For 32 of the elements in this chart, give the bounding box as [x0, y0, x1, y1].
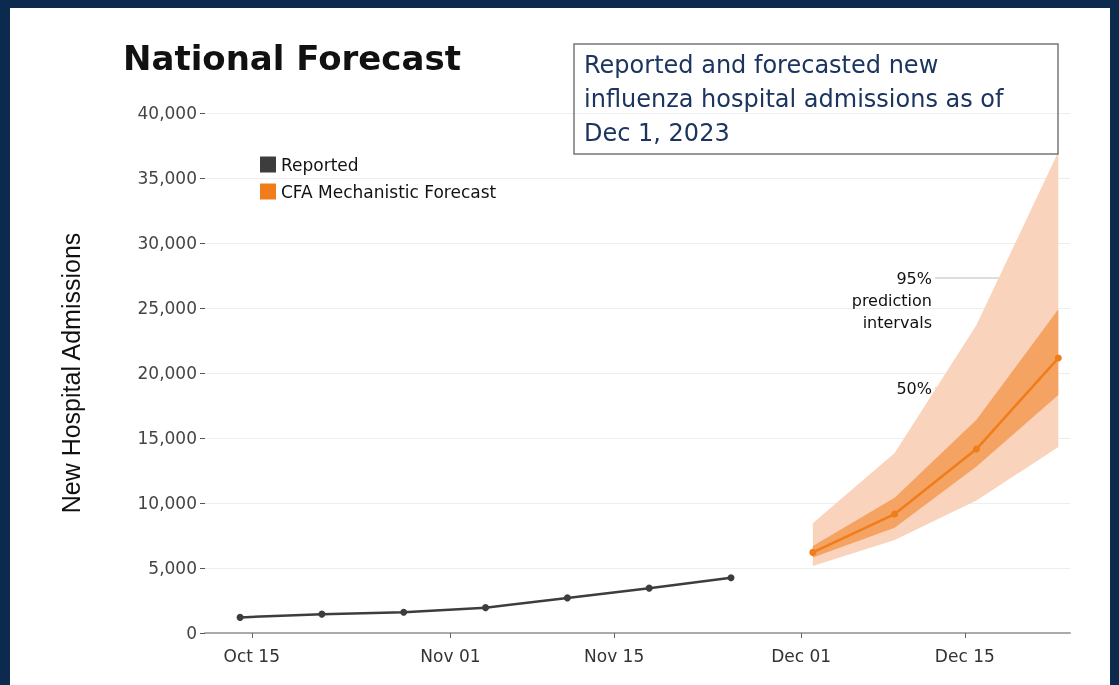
y-tick-label: 40,000	[137, 103, 197, 123]
point	[1054, 354, 1062, 362]
chart-subtitle: Reported and forecasted new influenza hospital admissions as of Dec 1, 2023	[584, 51, 1012, 147]
y-tick-label: 10,000	[137, 493, 197, 513]
point	[236, 613, 244, 621]
point	[318, 610, 326, 618]
x-tick-label: Dec 01	[771, 645, 832, 666]
point	[972, 445, 980, 453]
point	[891, 510, 899, 518]
point	[563, 594, 571, 602]
point	[727, 574, 735, 582]
chart-title: National Forecast	[123, 38, 461, 78]
x-tick-label: Oct 15	[223, 645, 280, 666]
y-tick-label: 30,000	[137, 233, 197, 253]
legend-label: Reported	[281, 154, 359, 175]
legend-label: CFA Mechanistic Forecast	[281, 181, 497, 202]
y-axis-title: New Hospital Admissions	[56, 232, 85, 514]
point	[809, 548, 817, 556]
x-tick-label: Dec 15	[934, 645, 995, 666]
annotation: 50%	[896, 378, 932, 398]
y-tick-label: 20,000	[137, 363, 197, 383]
y-tick-label: 15,000	[137, 428, 197, 448]
y-tick-label: 35,000	[137, 168, 197, 188]
y-tick-label: 5,000	[148, 558, 197, 578]
x-tick-label: Nov 15	[584, 645, 645, 666]
x-tick-label: Nov 01	[420, 645, 481, 666]
y-tick-label: 0	[186, 623, 197, 643]
y-tick-label: 25,000	[137, 298, 197, 318]
annotation: 95% prediction intervals	[851, 268, 932, 332]
point	[482, 604, 490, 612]
point	[400, 608, 408, 616]
point	[645, 584, 653, 592]
